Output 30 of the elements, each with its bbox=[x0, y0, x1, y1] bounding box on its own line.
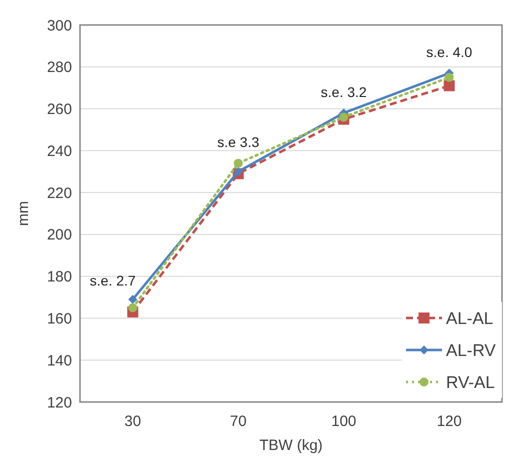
x-axis-title: TBW (kg) bbox=[259, 437, 323, 454]
point bbox=[128, 303, 138, 312]
y-tick-label: 300 bbox=[46, 17, 72, 34]
annotation: s.e. 2.7 bbox=[90, 272, 136, 288]
annotation: s.e. 4.0 bbox=[426, 44, 472, 60]
annotation: s.e 3.3 bbox=[217, 134, 260, 150]
legend-label: RV-AL bbox=[446, 372, 495, 392]
y-tick-label: 120 bbox=[46, 394, 72, 412]
annotation: s.e. 3.2 bbox=[320, 84, 367, 100]
legend-label: AL-RV bbox=[446, 340, 496, 360]
x-tick-label: 100 bbox=[331, 413, 356, 430]
y-tick-label: 240 bbox=[46, 142, 72, 160]
legend-label: AL-AL bbox=[446, 308, 494, 328]
y-tick-label: 260 bbox=[46, 101, 72, 118]
x-tick-label: 70 bbox=[230, 413, 247, 430]
point bbox=[444, 80, 455, 92]
y-axis-title: mm bbox=[15, 201, 32, 226]
point bbox=[234, 158, 243, 168]
point bbox=[444, 72, 454, 82]
point bbox=[128, 294, 138, 304]
x-tick-label: 30 bbox=[124, 413, 142, 430]
y-tick-label: 200 bbox=[46, 226, 72, 244]
point bbox=[234, 167, 243, 176]
y-tick-label: 140 bbox=[46, 352, 72, 370]
x-tick-label: 120 bbox=[436, 413, 462, 430]
y-tick-label: 280 bbox=[46, 59, 72, 76]
y-tick-label: 160 bbox=[46, 310, 72, 328]
y-tick-label: 180 bbox=[46, 268, 72, 286]
y-tick-label: 220 bbox=[46, 184, 72, 202]
point bbox=[339, 112, 348, 122]
